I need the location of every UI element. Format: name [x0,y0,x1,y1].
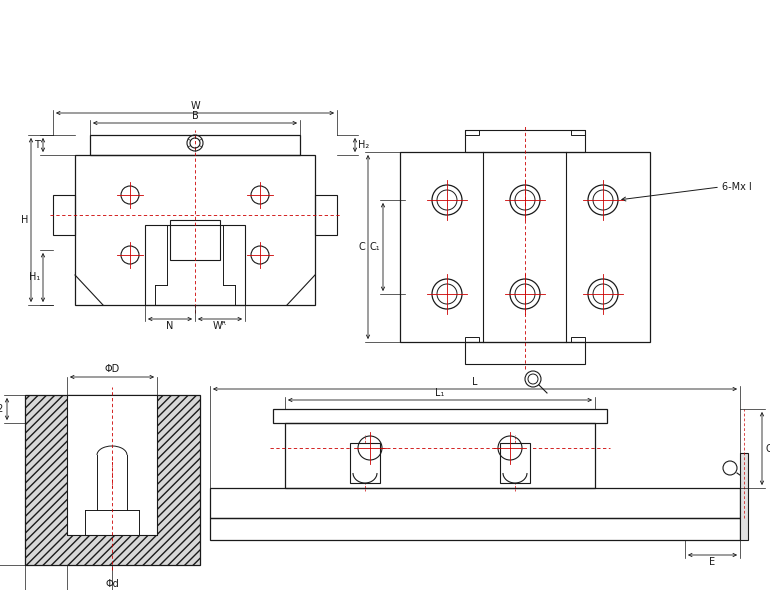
Bar [273,409,607,423]
Text: G: G [765,444,770,454]
Bar [210,518,740,540]
Bar [465,337,479,342]
Text: 12: 12 [0,404,4,414]
Text: 6-Mx l: 6-Mx l [722,182,752,192]
Text: T: T [34,140,40,150]
Text: ΦD: ΦD [105,364,119,374]
Bar [740,453,748,540]
Bar [53,195,75,235]
Bar [500,443,530,483]
Text: C₁: C₁ [370,242,380,252]
Text: W: W [190,101,199,111]
Bar [210,488,740,518]
Text: N: N [166,321,174,331]
Bar [400,152,650,342]
Text: Φd: Φd [105,579,119,589]
Bar [285,423,595,488]
Text: C: C [358,242,365,252]
Bar [75,155,315,305]
Bar [170,220,220,260]
Bar [571,337,585,342]
Bar [25,395,200,565]
Bar [145,225,245,305]
Text: L₁: L₁ [435,388,445,398]
Text: B: B [192,111,199,121]
Bar [465,130,585,152]
Text: H: H [21,215,28,225]
Bar [571,130,585,135]
Bar [67,395,157,535]
Text: Wᴿ: Wᴿ [213,321,227,331]
Text: L: L [472,377,477,387]
Bar [465,130,479,135]
Bar [350,443,380,483]
Text: H₂: H₂ [358,140,370,150]
Text: E: E [709,557,715,567]
Bar [90,135,300,155]
Text: H₁: H₁ [28,273,40,283]
Bar [315,195,337,235]
Bar [465,342,585,364]
